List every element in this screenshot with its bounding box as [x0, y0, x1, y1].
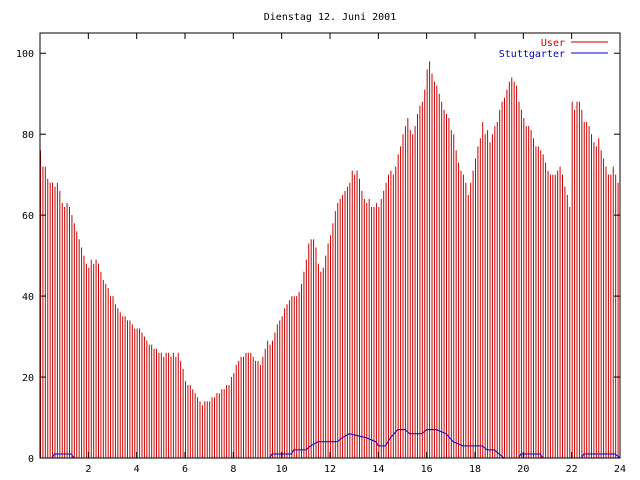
- x-tick-label-9: 20: [517, 464, 529, 475]
- x-tick-label-6: 14: [372, 464, 384, 475]
- chart-title: Dienstag 12. Juni 2001: [264, 12, 396, 23]
- x-tick-label-8: 18: [469, 464, 481, 475]
- y-tick-label-3: 60: [22, 211, 34, 222]
- user-bars: [40, 61, 619, 458]
- y-tick-label-0: 0: [28, 454, 34, 465]
- y-tick-label-2: 40: [22, 292, 34, 303]
- x-tick-label-3: 8: [230, 464, 236, 475]
- x-tick-label-5: 12: [324, 464, 336, 475]
- x-tick-label-11: 24: [614, 464, 626, 475]
- y-tick-label-4: 80: [22, 130, 34, 141]
- x-tick-label-10: 22: [566, 464, 578, 475]
- legend-label-stuttgarter: Stuttgarter: [499, 49, 565, 60]
- x-tick-label-2: 6: [182, 464, 188, 475]
- stuttgarter-line: [40, 429, 621, 459]
- x-tick-label-4: 10: [276, 464, 288, 475]
- y-tick-label-1: 20: [22, 373, 34, 384]
- y-tick-label-5: 100: [16, 49, 34, 60]
- x-tick-label-0: 2: [85, 464, 91, 475]
- x-tick-label-7: 16: [421, 464, 433, 475]
- legend: User Stuttgarter: [499, 38, 608, 60]
- legend-label-user: User: [541, 38, 565, 49]
- x-tick-label-1: 4: [134, 464, 140, 475]
